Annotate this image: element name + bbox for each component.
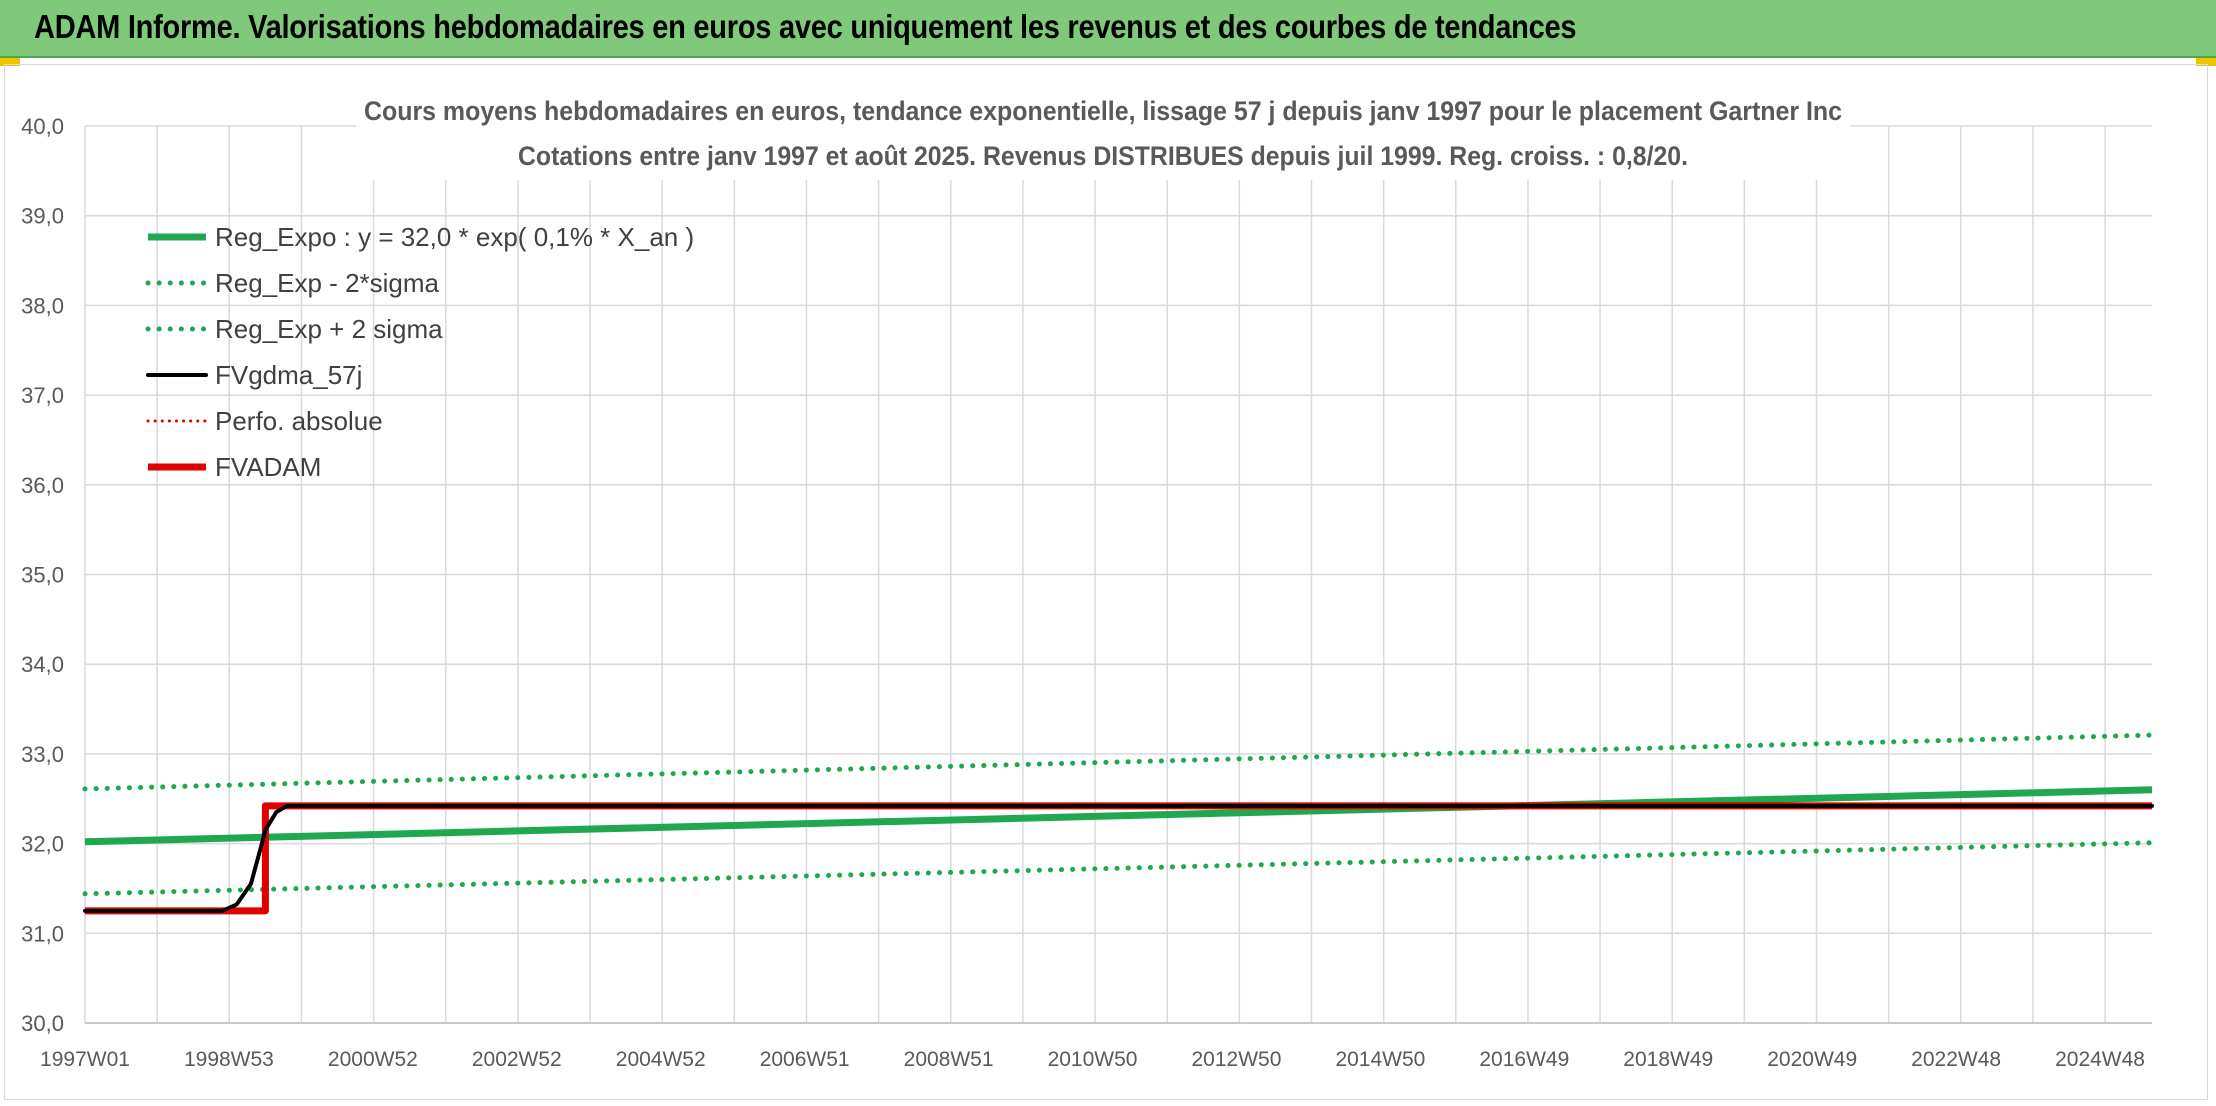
legend-label: Reg_Expo : y = 32,0 * exp( 0,1% * X_an ): [215, 222, 694, 252]
legend-label: FVADAM: [215, 452, 321, 482]
y-axis-ticks: 30,0 31,0 32,0 33,0 34,0 35,0 36,0 37,0 38,0 39,0…: [21, 114, 64, 1036]
chart-subtitle: Cotations entre janv 1997 et août 2025. …: [518, 141, 1688, 171]
y-tick-label: 30,0: [21, 1011, 64, 1036]
corner-marker-right: [2196, 58, 2216, 66]
series-lines: [82, 732, 2155, 915]
chart-frame: [4, 64, 2208, 1100]
x-tick-label: 2012W50: [1192, 1048, 1282, 1071]
grid: [84, 125, 2152, 1024]
y-tick-label: 32,0: [21, 832, 64, 857]
x-tick-label: 2004W52: [616, 1048, 706, 1071]
y-tick-label: 36,0: [21, 473, 64, 498]
x-tick-label: 1997W01: [40, 1048, 130, 1071]
report-header: ADAM Informe. Valorisations hebdomadaire…: [0, 0, 2216, 58]
series-line-5: [85, 802, 2152, 915]
legend-label: Reg_Exp - 2*sigma: [215, 268, 440, 298]
x-tick-label: 2018W49: [1623, 1048, 1713, 1071]
x-tick-label: 2020W49: [1767, 1048, 1857, 1071]
y-tick-label: 38,0: [21, 293, 64, 318]
x-tick-label: 2002W52: [472, 1048, 562, 1071]
x-tick-label: 2024W48: [2055, 1048, 2145, 1071]
x-tick-label: 2006W51: [760, 1048, 850, 1071]
title-background: [356, 88, 1850, 180]
series-line-0: [84, 786, 2153, 846]
legend-label: FVgdma_57j: [215, 360, 362, 390]
legend-label: Reg_Exp + 2 sigma: [215, 314, 443, 344]
x-tick-label: 2016W49: [1479, 1048, 1569, 1071]
x-tick-label: 2008W51: [904, 1048, 994, 1071]
y-tick-label: 35,0: [21, 563, 64, 588]
report-title: ADAM Informe. Valorisations hebdomadaire…: [34, 8, 1577, 45]
x-tick-label: 2000W52: [328, 1048, 418, 1071]
y-tick-label: 33,0: [21, 742, 64, 767]
corner-marker-left: [0, 58, 20, 66]
y-tick-label: 34,0: [21, 652, 64, 677]
y-tick-label: 40,0: [21, 114, 64, 139]
x-tick-label: 2010W50: [1048, 1048, 1138, 1071]
x-tick-label: 1998W53: [184, 1048, 274, 1071]
series-line-4: [83, 804, 2154, 913]
legend: Reg_Expo : y = 32,0 * exp( 0,1% * X_an )…: [145, 222, 694, 482]
series-line-3: [83, 803, 2154, 913]
series-line-2: [82, 732, 2155, 792]
y-tick-label: 39,0: [21, 204, 64, 229]
y-tick-label: 37,0: [21, 383, 64, 408]
x-tick-label: 2022W48: [1911, 1048, 2001, 1071]
chart-title: Cours moyens hebdomadaires en euros, ten…: [364, 96, 1842, 126]
legend-label: Perfo. absolue: [215, 406, 383, 436]
x-tick-label: 2014W50: [1335, 1048, 1425, 1071]
y-tick-label: 31,0: [21, 921, 64, 946]
x-axis-ticks: 1997W01 1998W53 2000W52 2002W52 2004W52 2006W…: [40, 1048, 2145, 1071]
series-line-1: [82, 840, 2155, 897]
